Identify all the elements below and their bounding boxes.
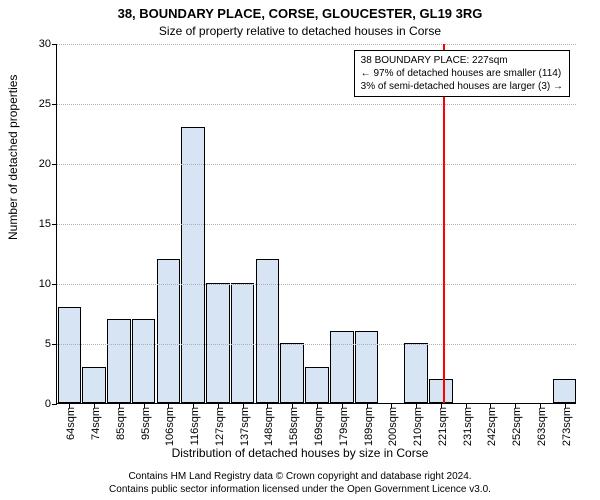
ytick-mark — [52, 404, 57, 405]
xtick-label: 74sqm — [90, 407, 102, 440]
chart-title: 38, BOUNDARY PLACE, CORSE, GLOUCESTER, G… — [0, 6, 600, 21]
bar — [206, 283, 230, 403]
gridline — [57, 104, 576, 105]
xtick-label: 242sqm — [486, 407, 498, 446]
xtick-label: 116sqm — [189, 407, 201, 445]
bar — [157, 259, 181, 403]
gridline — [57, 284, 576, 285]
bar — [429, 379, 453, 403]
x-axis-label: Distribution of detached houses by size … — [0, 446, 600, 460]
gridline — [57, 344, 576, 345]
xtick-label: 252sqm — [511, 407, 523, 446]
gridline — [57, 164, 576, 165]
chart-subtitle: Size of property relative to detached ho… — [0, 24, 600, 38]
xtick-label: 158sqm — [288, 407, 300, 446]
bar — [231, 283, 255, 403]
bar — [58, 307, 82, 403]
xtick-label: 231sqm — [462, 407, 474, 446]
gridline — [57, 44, 576, 45]
bar — [305, 367, 329, 403]
ytick-mark — [52, 164, 57, 165]
xtick-label: 200sqm — [387, 407, 399, 446]
xtick-label: 95sqm — [140, 407, 152, 440]
bar — [553, 379, 577, 403]
ytick-label: 20 — [39, 158, 51, 170]
bar — [330, 331, 354, 403]
xtick-label: 179sqm — [338, 407, 350, 446]
xtick-label: 137sqm — [239, 407, 251, 446]
ytick-label: 0 — [45, 398, 51, 410]
ytick-label: 25 — [39, 98, 51, 110]
bar — [404, 343, 428, 403]
footer-line1: Contains HM Land Registry data © Crown c… — [0, 470, 600, 483]
ytick-label: 30 — [39, 38, 51, 50]
gridline — [57, 224, 576, 225]
chart-container: 38, BOUNDARY PLACE, CORSE, GLOUCESTER, G… — [0, 0, 600, 500]
xtick-label: 106sqm — [164, 407, 176, 446]
ytick-mark — [52, 104, 57, 105]
bar — [280, 343, 304, 403]
xtick-label: 273sqm — [561, 407, 573, 446]
footer-text: Contains HM Land Registry data © Crown c… — [0, 470, 600, 496]
xtick-label: 85sqm — [115, 407, 127, 440]
bar — [132, 319, 156, 403]
bar — [256, 259, 280, 403]
ytick-mark — [52, 224, 57, 225]
bar — [107, 319, 131, 403]
xtick-label: 169sqm — [313, 407, 325, 446]
bar — [181, 127, 205, 403]
plot-area: 05101520253064sqm74sqm85sqm95sqm106sqm11… — [56, 44, 576, 404]
ytick-mark — [52, 44, 57, 45]
footer-line2: Contains public sector information licen… — [0, 483, 600, 496]
xtick-label: 189sqm — [363, 407, 375, 446]
annotation-line3: 3% of semi-detached houses are larger (3… — [361, 80, 563, 93]
marker-line — [443, 44, 445, 403]
y-axis-label: Number of detached properties — [6, 75, 20, 240]
xtick-label: 221sqm — [437, 407, 449, 446]
annotation-line2: ← 97% of detached houses are smaller (11… — [361, 67, 563, 80]
xtick-label: 148sqm — [263, 407, 275, 446]
bar — [355, 331, 379, 403]
xtick-label: 263sqm — [536, 407, 548, 446]
xtick-label: 64sqm — [65, 407, 77, 440]
ytick-mark — [52, 284, 57, 285]
ytick-label: 10 — [39, 278, 51, 290]
ytick-label: 5 — [45, 338, 51, 350]
bar — [82, 367, 106, 403]
ytick-mark — [52, 344, 57, 345]
annotation-line1: 38 BOUNDARY PLACE: 227sqm — [361, 54, 563, 67]
annotation-box: 38 BOUNDARY PLACE: 227sqm ← 97% of detac… — [354, 50, 570, 97]
ytick-label: 15 — [39, 218, 51, 230]
xtick-label: 127sqm — [214, 407, 226, 446]
xtick-label: 210sqm — [412, 407, 424, 446]
